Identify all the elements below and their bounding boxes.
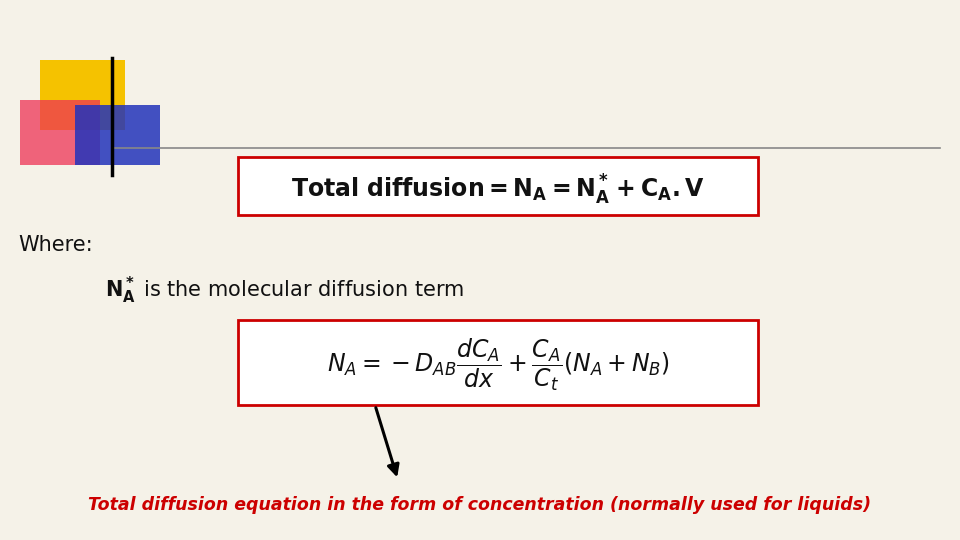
Text: Where:: Where: (18, 235, 92, 255)
Text: $\mathbf{N_A^*}$ is the molecular diffusion term: $\mathbf{N_A^*}$ is the molecular diffus… (105, 274, 464, 306)
Text: Total diffusion equation in the form of concentration (normally used for liquids: Total diffusion equation in the form of … (88, 496, 872, 514)
Text: $N_A = -D_{AB}\dfrac{dC_A}{dx} + \dfrac{C_A}{C_t}(N_A + N_B)$: $N_A = -D_{AB}\dfrac{dC_A}{dx} + \dfrac{… (326, 336, 669, 393)
Bar (20, 100, 100, 165)
Bar (40, 60, 125, 130)
Bar (238, 157, 758, 215)
Text: $\mathbf{Total\ diffusion = N_A = N_A^* + C_A.V}$: $\mathbf{Total\ diffusion = N_A = N_A^* … (291, 173, 705, 207)
Bar (238, 320, 758, 405)
Bar (75, 105, 160, 165)
